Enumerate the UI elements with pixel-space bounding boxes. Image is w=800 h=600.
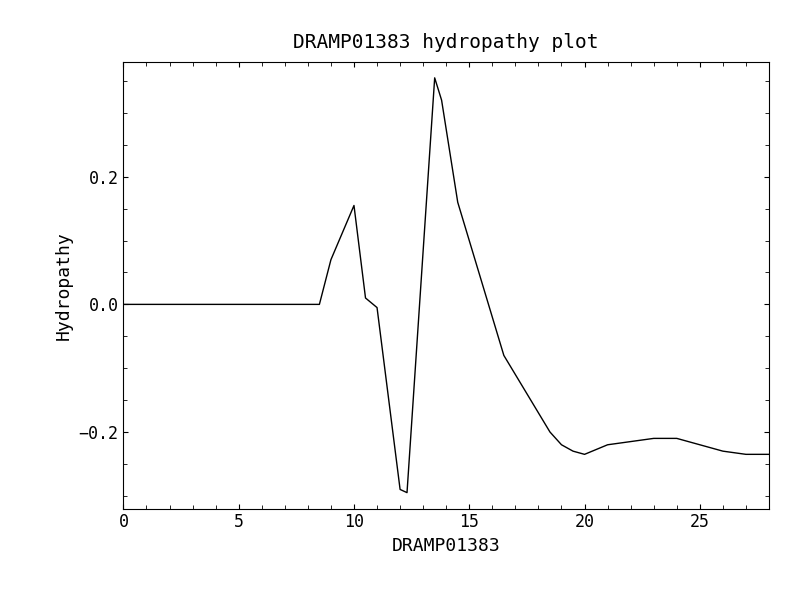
Title: DRAMP01383 hydropathy plot: DRAMP01383 hydropathy plot (294, 33, 599, 52)
X-axis label: DRAMP01383: DRAMP01383 (392, 537, 501, 555)
Y-axis label: Hydropathy: Hydropathy (55, 231, 73, 340)
